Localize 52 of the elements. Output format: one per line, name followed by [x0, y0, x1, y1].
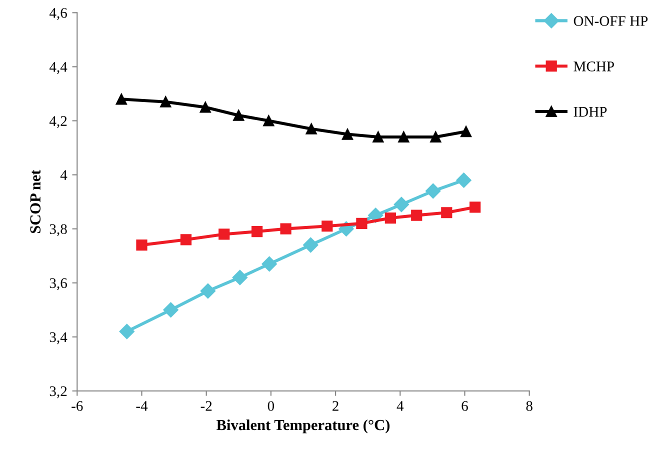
point [398, 131, 410, 143]
point [160, 96, 172, 108]
point [394, 196, 409, 212]
point [163, 302, 178, 318]
point [280, 223, 292, 234]
x-tick-label: -6 [72, 401, 83, 411]
point [372, 131, 384, 143]
x-tick-label: 8 [526, 401, 532, 411]
x-tick-label: -4 [136, 401, 148, 411]
point [233, 110, 244, 121]
point [263, 115, 274, 126]
point [119, 324, 134, 340]
point [456, 172, 472, 188]
y-tick-label: 4,4 [49, 62, 68, 74]
legend-label: MCHP [574, 62, 614, 72]
y-tick-label: 4,2 [49, 116, 67, 128]
point [426, 183, 441, 199]
x-tick-label: 2 [332, 401, 338, 411]
legend-label: IDHP [574, 107, 607, 117]
x-tick-label: 6 [462, 401, 468, 411]
point [306, 123, 317, 134]
point [200, 283, 216, 299]
point [232, 270, 248, 286]
y-tick-label: 3,4 [50, 332, 68, 344]
point [411, 210, 422, 221]
point [356, 218, 368, 229]
y-axis-title: SCOP net [30, 170, 41, 234]
point [303, 237, 318, 253]
x-tick-label: -2 [200, 401, 212, 411]
x-tick-label: 4 [396, 401, 404, 411]
y-tick-label: 4,6 [49, 8, 67, 20]
point [322, 220, 333, 232]
point [180, 234, 192, 246]
legend-label: ON-OFF HP [574, 16, 648, 26]
y-tick-label: 3,6 [50, 278, 67, 290]
point [218, 228, 230, 240]
point [342, 128, 354, 140]
point [251, 226, 263, 238]
y-tick-label: 4 [60, 170, 68, 180]
point [200, 102, 211, 113]
x-tick-label: 0 [268, 401, 274, 411]
point [470, 202, 481, 213]
point [441, 207, 452, 218]
point [430, 131, 442, 143]
point [384, 212, 396, 224]
y-tick-label: 3,8 [50, 224, 67, 236]
point [460, 126, 472, 138]
point [136, 239, 148, 251]
y-tick-label: 3,2 [50, 386, 67, 398]
point [262, 256, 277, 272]
point [116, 94, 127, 105]
x-axis-title: Bivalent Temperature (°C) [216, 419, 390, 434]
